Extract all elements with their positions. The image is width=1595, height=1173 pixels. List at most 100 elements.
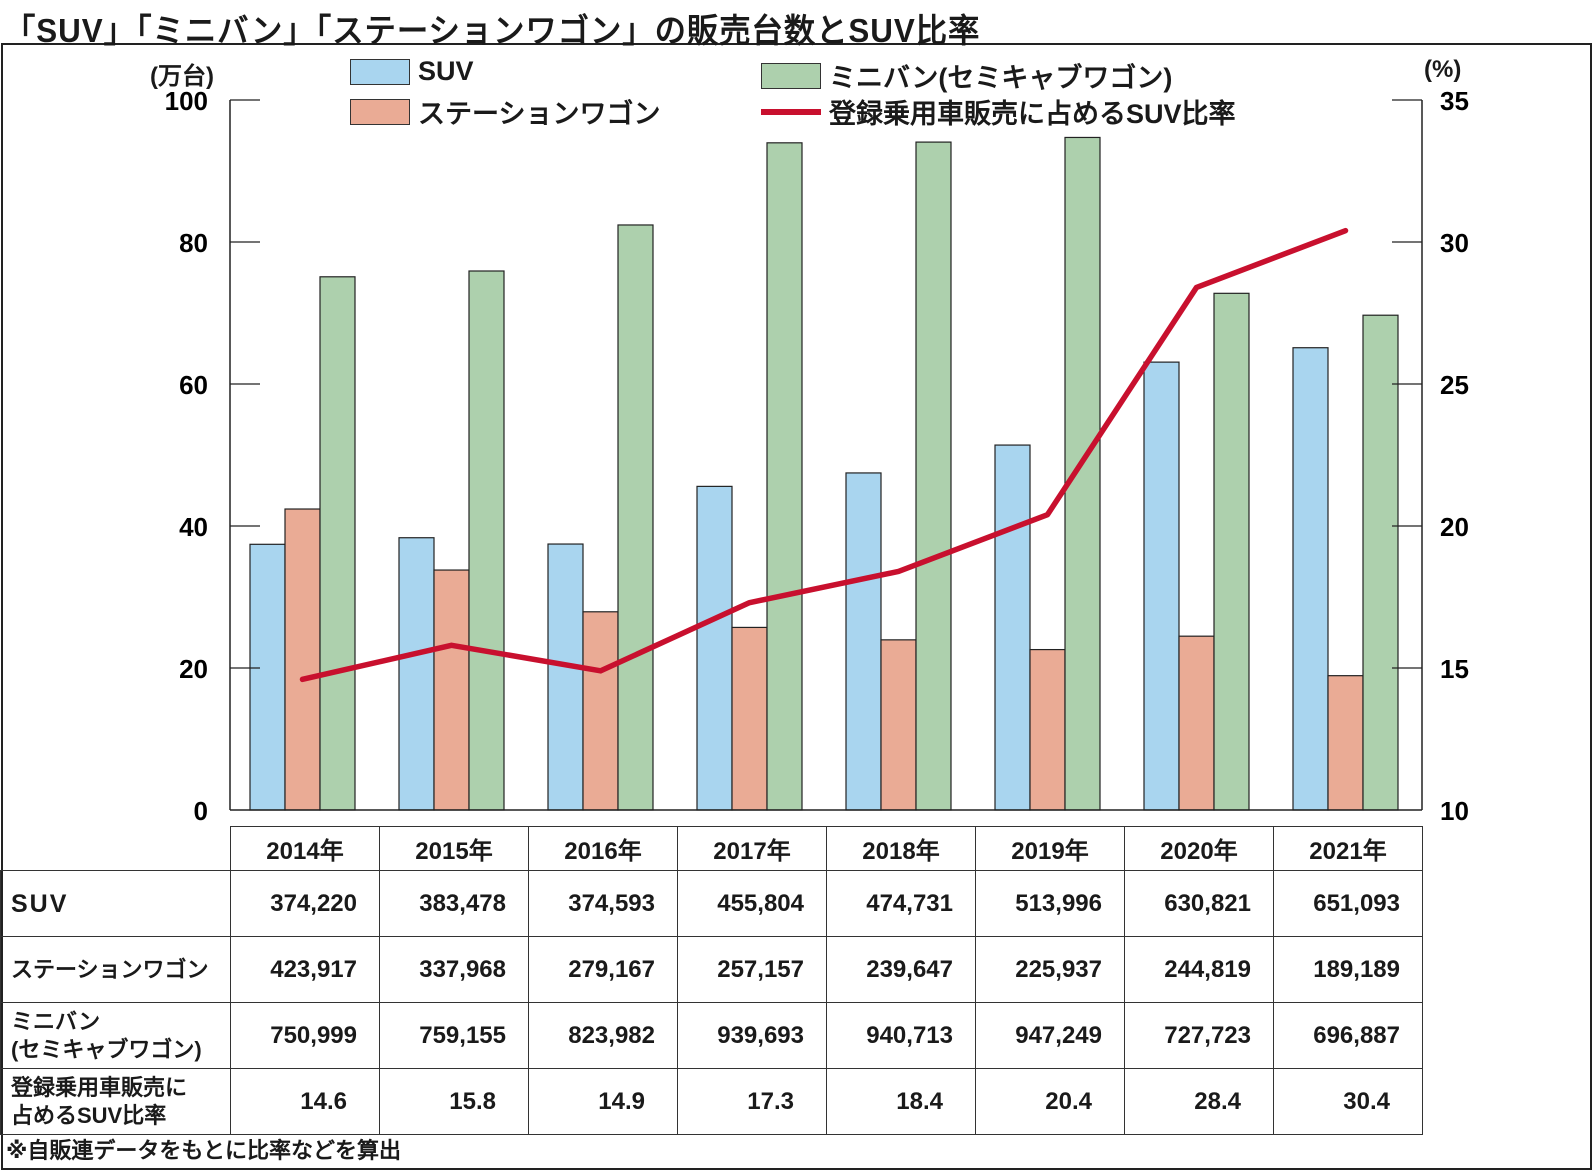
table-cell: 17.3 <box>677 1068 827 1135</box>
table-col-header: 2017年 <box>677 826 827 871</box>
table-col-header: 2021年 <box>1273 826 1423 871</box>
bar-wagon <box>284 508 321 811</box>
right-tick-label: 25 <box>1440 370 1469 400</box>
bar-wagon <box>582 611 619 811</box>
table-cell: 383,478 <box>379 870 529 937</box>
table-cell: 374,220 <box>230 870 380 937</box>
bar-minivan <box>1362 314 1399 811</box>
legend-swatch-suv <box>350 58 410 85</box>
table-row-minivan: ミニバン (セミキャブワゴン) 750,999 759,155 823,982 … <box>0 1002 1423 1069</box>
table-cell: 30.4 <box>1273 1068 1423 1135</box>
legend-label-suv: SUV <box>418 56 474 86</box>
legend-label-ratio: 登録乗用車販売に占めるSUV比率 <box>829 99 1236 129</box>
table-cell: 513,996 <box>975 870 1125 937</box>
bar-suv <box>845 472 882 811</box>
bar-minivan <box>915 141 952 811</box>
legend-swatch-minivan <box>761 62 821 89</box>
row-label-minivan: ミニバン (セミキャブワゴン) <box>0 1002 231 1069</box>
legend-item-wagon: ステーションワゴン <box>350 92 660 131</box>
bar-minivan <box>766 142 803 811</box>
ratio-line <box>299 227 1349 683</box>
left-tick-label: 100 <box>165 86 208 116</box>
table-cell: 374,593 <box>528 870 678 937</box>
table-cell: 823,982 <box>528 1002 678 1069</box>
table-cell: 939,693 <box>677 1002 827 1069</box>
right-axis-unit: (%) <box>1424 56 1462 83</box>
left-tick-label: 20 <box>179 654 208 684</box>
right-tick-label: 10 <box>1440 796 1469 826</box>
table-row-suv: SUV 374,220 383,478 374,593 455,804 474,… <box>0 870 1423 937</box>
table-cell: 15.8 <box>379 1068 529 1135</box>
table-col-header: 2020年 <box>1124 826 1274 871</box>
bar-wagon <box>1178 635 1215 811</box>
table-col-header: 2018年 <box>826 826 976 871</box>
row-label-wagon: ステーションワゴン <box>0 936 231 1003</box>
table-corner <box>0 826 231 871</box>
bar-minivan <box>1064 136 1101 811</box>
table-cell: 244,819 <box>1124 936 1274 1003</box>
bar-minivan <box>617 224 654 811</box>
legend-swatch-ratio <box>761 108 821 115</box>
bar-wagon <box>1327 675 1364 811</box>
table-cell: 257,157 <box>677 936 827 1003</box>
bar-wagon <box>1029 648 1066 811</box>
bar-suv <box>1292 347 1329 811</box>
row-label-minivan-line2: (セミキャブワゴン) <box>11 1036 202 1062</box>
table-row-ratio: 登録乗用車販売に 占めるSUV比率 14.6 15.8 14.9 17.3 18… <box>0 1068 1423 1135</box>
table-cell: 455,804 <box>677 870 827 937</box>
ratio-line-group <box>299 227 1349 683</box>
table-cell: 750,999 <box>230 1002 380 1069</box>
table-cell: 189,189 <box>1273 936 1423 1003</box>
bars-group <box>249 136 1399 811</box>
left-tick-label: 40 <box>179 512 208 542</box>
table-cell: 630,821 <box>1124 870 1274 937</box>
bar-minivan <box>468 270 505 811</box>
legend-label-wagon: ステーションワゴン <box>418 99 661 129</box>
left-tick-label: 60 <box>179 370 208 400</box>
table-col-header: 2015年 <box>379 826 529 871</box>
legend-item-minivan: ミニバン(セミキャブワゴン) <box>761 56 1172 95</box>
table-cell: 28.4 <box>1124 1068 1274 1135</box>
table-col-header: 2014年 <box>230 826 380 871</box>
bar-wagon <box>433 569 470 811</box>
left-axis-unit: (万台) <box>150 63 214 90</box>
data-table: 2014年 2015年 2016年 2017年 2018年 2019年 2020… <box>0 826 1423 1135</box>
left-tick-label: 0 <box>194 796 208 826</box>
axes-group: 0 20 40 60 80 100 10 15 20 25 30 35 <box>165 86 1469 826</box>
table-cell: 14.6 <box>230 1068 380 1135</box>
table-cell: 947,249 <box>975 1002 1125 1069</box>
right-tick-label: 20 <box>1440 512 1469 542</box>
table-header-row: 2014年 2015年 2016年 2017年 2018年 2019年 2020… <box>0 826 1423 871</box>
table-col-header: 2016年 <box>528 826 678 871</box>
bar-suv <box>398 537 435 811</box>
chart-frame <box>1 43 1592 1170</box>
right-tick-label: 35 <box>1440 86 1469 116</box>
row-label-minivan-line1: ミニバン <box>11 1008 101 1034</box>
row-label-ratio-line1: 登録乗用車販売に <box>11 1074 188 1100</box>
right-tick-label: 15 <box>1440 654 1469 684</box>
bar-suv <box>696 485 733 811</box>
table-cell: 759,155 <box>379 1002 529 1069</box>
row-label-ratio-line2: 占めるSUV比率 <box>11 1102 167 1128</box>
bar-minivan <box>319 276 356 811</box>
table-col-header: 2019年 <box>975 826 1125 871</box>
legend-item-ratio: 登録乗用車販売に占めるSUV比率 <box>761 92 1236 131</box>
table-cell: 239,647 <box>826 936 976 1003</box>
bar-minivan <box>1213 292 1250 811</box>
left-tick-label: 80 <box>179 228 208 258</box>
table-cell: 940,713 <box>826 1002 976 1069</box>
bar-wagon <box>880 639 917 811</box>
bar-suv <box>994 444 1031 811</box>
bar-suv <box>1143 361 1180 811</box>
bar-wagon <box>731 626 768 811</box>
chart-title: 「SUV」「ミニバン」「ステーションワゴン」の販売台数とSUV比率 <box>4 12 981 49</box>
table-cell: 696,887 <box>1273 1002 1423 1069</box>
bar-suv <box>249 543 286 811</box>
legend-swatch-wagon <box>350 98 410 125</box>
table-cell: 20.4 <box>975 1068 1125 1135</box>
table-cell: 14.9 <box>528 1068 678 1135</box>
table-cell: 474,731 <box>826 870 976 937</box>
table-cell: 651,093 <box>1273 870 1423 937</box>
table-cell: 727,723 <box>1124 1002 1274 1069</box>
